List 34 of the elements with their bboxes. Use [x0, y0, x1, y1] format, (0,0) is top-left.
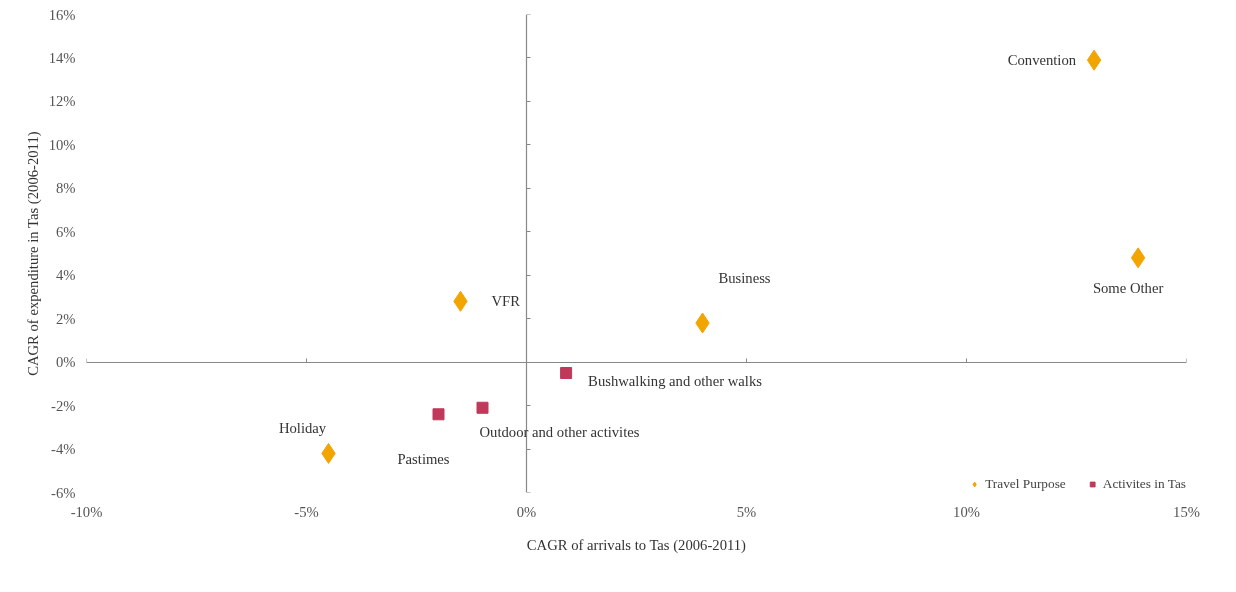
- annotation: Pastimes: [397, 451, 450, 468]
- x-tick-label: 10%: [953, 503, 980, 520]
- y-axis-title: CAGR of expenditure in Tas (2006-2011): [24, 131, 42, 376]
- point: [1086, 49, 1102, 71]
- y-tick-label: 14%: [48, 49, 76, 66]
- annotation: Business: [718, 270, 771, 287]
- x-tick-label: 5%: [736, 503, 757, 520]
- x-tick-label: -5%: [294, 503, 319, 520]
- y-tick-label: 12%: [48, 93, 76, 110]
- annotation: Bushwalking and other walks: [588, 373, 763, 389]
- y-tick-label: 2%: [55, 310, 76, 327]
- annotation: VFR: [491, 293, 521, 310]
- point: [1130, 247, 1146, 269]
- y-tick-label: 8%: [55, 180, 76, 197]
- y-tick-label: -4%: [51, 441, 76, 458]
- y-tick-label: 6%: [55, 223, 76, 240]
- y-tick-label: -2%: [51, 397, 76, 414]
- x-tick-label: 0%: [516, 503, 537, 520]
- y-tick-label: 10%: [48, 136, 76, 153]
- y-tick-label: -6%: [51, 484, 76, 501]
- y-tick-label: 16%: [48, 6, 76, 23]
- x-axis-title: CAGR of arrivals to Tas (2006-2011): [526, 536, 747, 554]
- x-tick-label: -10%: [70, 503, 103, 520]
- legend-label: Travel Purpose: [985, 476, 1066, 492]
- point: [432, 408, 445, 421]
- point: [476, 401, 489, 414]
- annotation: Holiday: [278, 420, 327, 437]
- legend-label: Activites in Tas: [1102, 476, 1186, 492]
- annotation: Some Other: [1092, 279, 1164, 296]
- point: [560, 367, 573, 379]
- y-tick-label: 4%: [55, 267, 76, 284]
- y-tick-label: 0%: [55, 354, 76, 371]
- x-tick-label: 15%: [1173, 503, 1200, 520]
- annotation: Convention: [1007, 52, 1077, 69]
